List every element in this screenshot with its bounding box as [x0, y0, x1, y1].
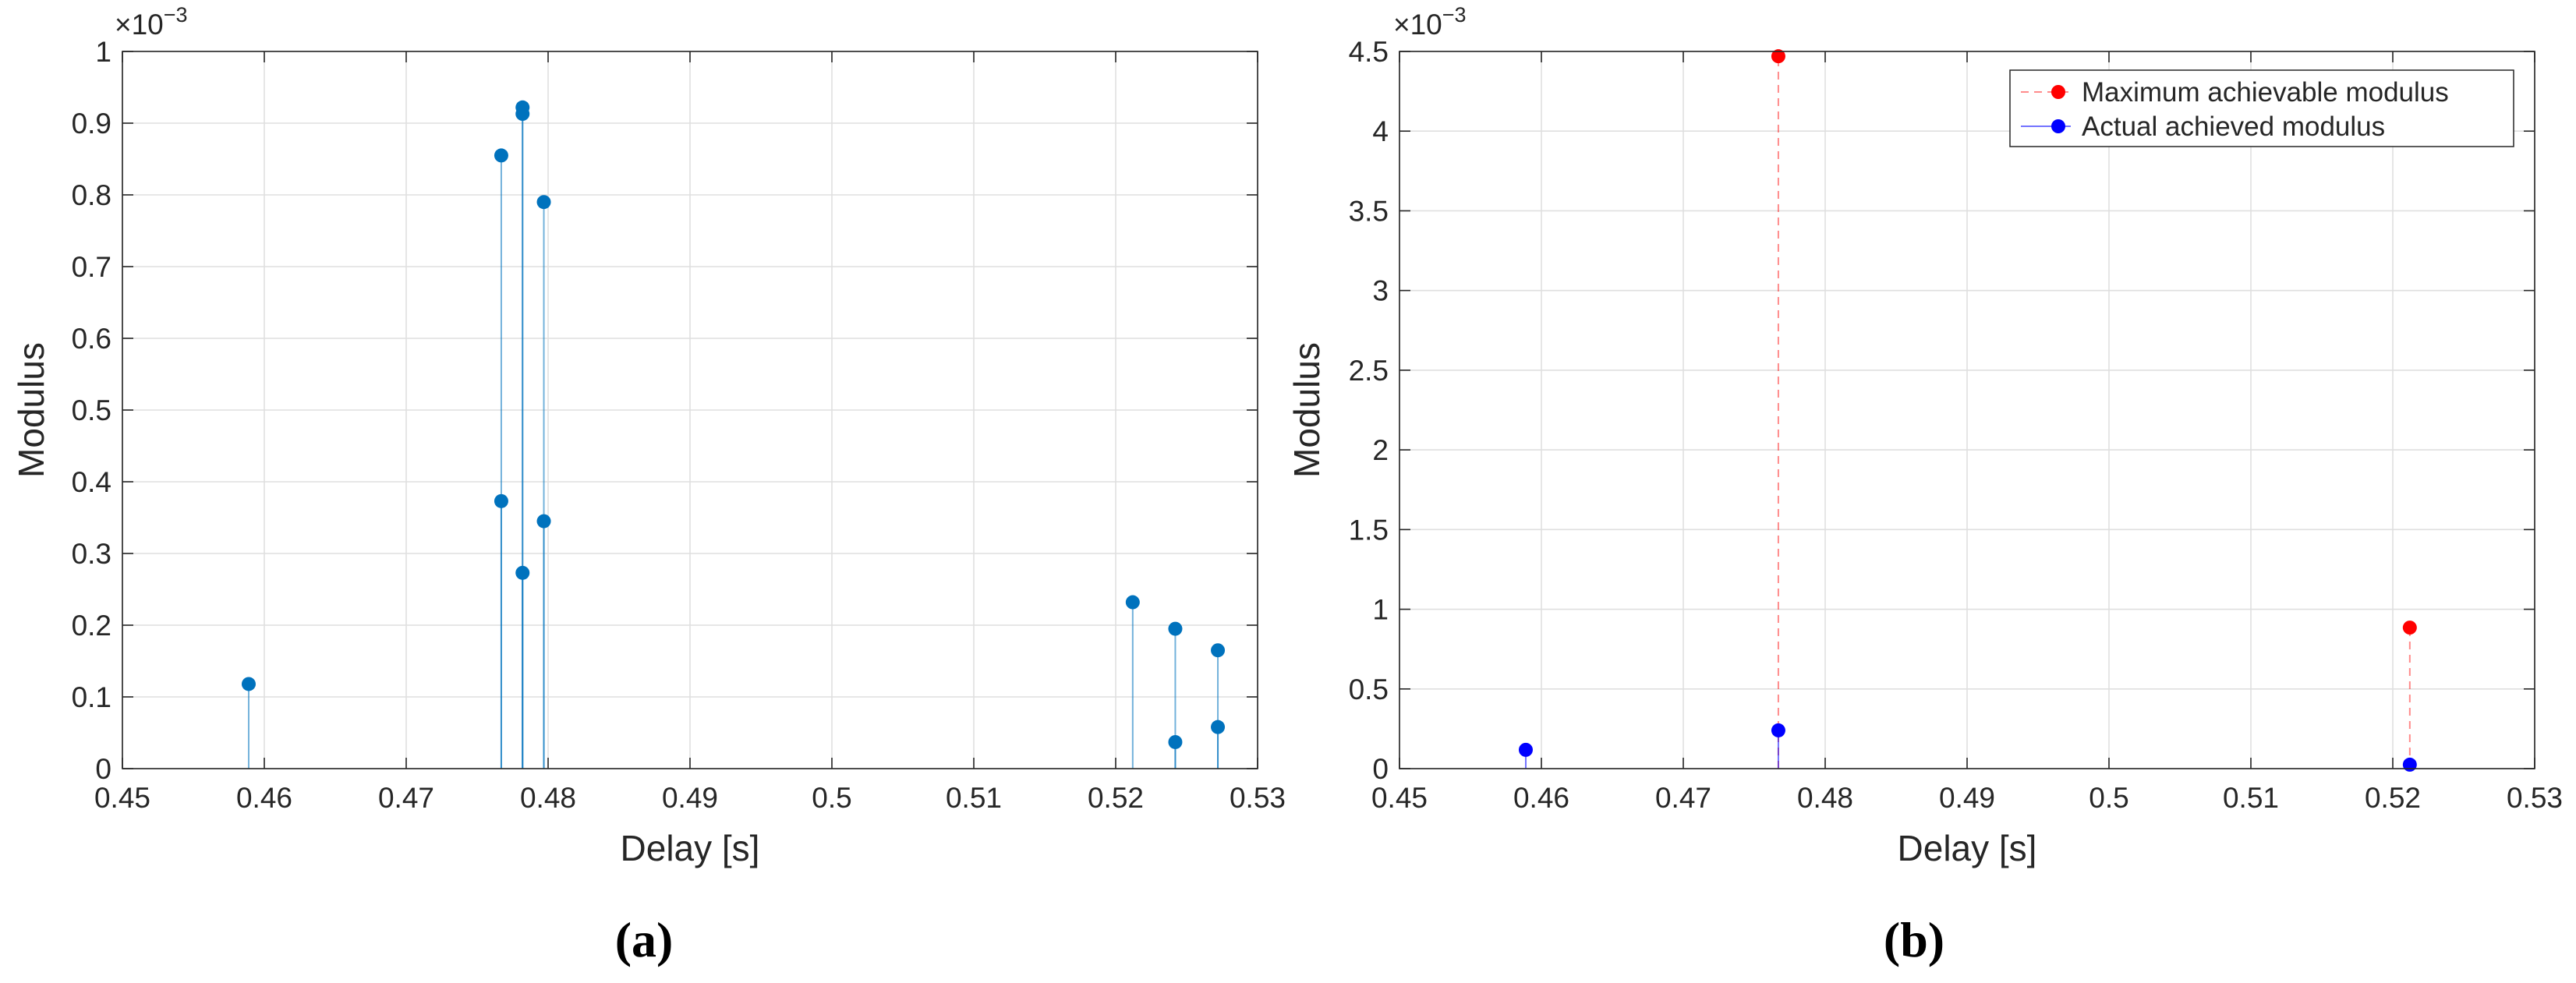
panel-a: 0.45 0.46 0.47 0.48 0.49 0.5 0.51 0.52 0.5300.10… — [11, 3, 1286, 967]
stem-marker-b-s1 — [1771, 723, 1785, 737]
x-tick-label-b: 0.5 — [2089, 782, 2128, 814]
legend-label-actual: Actual achieved modulus — [2082, 111, 2385, 142]
stem-marker-a-s0 — [536, 195, 551, 210]
x-tick-label-b: 0.49 — [1939, 782, 1995, 814]
axes-a-frame — [122, 51, 1258, 769]
x-tick-label-b: 0.45 — [1371, 782, 1428, 814]
legend-marker-actual — [2051, 119, 2065, 133]
stem-marker-a-s0 — [241, 677, 256, 691]
y-tick-label-b: 4 — [1372, 115, 1389, 147]
y-tick-label-a: 0.6 — [72, 323, 111, 355]
y-tick-label-a: 0.2 — [72, 610, 111, 642]
x-axis-label-b: Delay [s] — [1898, 828, 2037, 868]
y-tick-label-b: 2 — [1372, 434, 1389, 466]
x-tick-label-b: 0.52 — [2365, 782, 2421, 814]
stem-marker-a-s0 — [536, 514, 551, 529]
x-tick-label-a: 0.48 — [520, 782, 576, 814]
y-tick-label-b: 1 — [1372, 594, 1389, 626]
stem-marker-a-s0 — [1168, 734, 1183, 749]
x-tick-label-a: 0.47 — [378, 782, 434, 814]
x-tick-label-a: 0.46 — [236, 782, 292, 814]
x-tick-label-a: 0.5 — [812, 782, 851, 814]
x-tick-label-b: 0.47 — [1655, 782, 1711, 814]
y-tick-label-b: 0.5 — [1349, 674, 1389, 705]
y-tick-label-b: 4.5 — [1349, 36, 1389, 68]
panel-b: 0.45 0.46 0.47 0.48 0.49 0.5 0.51 0.52 0.5300.51… — [1286, 3, 2563, 967]
y-axis-label-a: Modulus — [11, 342, 51, 478]
stem-marker-a-s0 — [494, 493, 508, 508]
axes-b-frame — [1399, 51, 2535, 769]
x-tick-label-b: 0.51 — [2223, 782, 2279, 814]
stem-marker-b-s1 — [2402, 757, 2417, 772]
y-tick-label-b: 3 — [1372, 275, 1389, 307]
x-tick-label-b: 0.48 — [1797, 782, 1853, 814]
y-tick-label-a: 0 — [95, 753, 111, 785]
panel-caption-b: (b) — [1884, 912, 1944, 967]
stem-marker-b-s0 — [2402, 621, 2417, 635]
y-tick-label-b: 1.5 — [1349, 514, 1389, 546]
y-tick-label-a: 0.9 — [72, 108, 111, 140]
y-tick-label-b: 3.5 — [1349, 195, 1389, 227]
legend-label-max: Maximum achievable modulus — [2082, 77, 2449, 108]
stems-a — [241, 100, 1226, 769]
y-tick-label-a: 0.5 — [72, 394, 111, 426]
x-tick-label-a: 0.49 — [662, 782, 718, 814]
y-tick-label-a: 1 — [95, 36, 111, 68]
y-tick-label-a: 0.1 — [72, 681, 111, 713]
stem-marker-a-s0 — [494, 148, 508, 163]
stem-marker-b-s0 — [1771, 49, 1785, 64]
x-tick-label-a: 0.53 — [1230, 782, 1286, 814]
stem-marker-a-s0 — [1125, 595, 1140, 610]
tick-labels-a: 0.45 0.46 0.47 0.48 0.49 0.5 0.51 0.52 0.5300.10… — [72, 36, 1286, 814]
y-tick-label-a: 0.4 — [72, 466, 111, 498]
stem-marker-a-s0 — [1211, 720, 1226, 734]
panel-caption-a: (a) — [615, 912, 674, 967]
y-tick-label-a: 0.3 — [72, 538, 111, 570]
y-tick-label-a: 0.7 — [72, 251, 111, 283]
stem-marker-b-s1 — [1518, 742, 1533, 757]
x-tick-label-a: 0.52 — [1088, 782, 1144, 814]
y-tick-label-b: 2.5 — [1349, 355, 1389, 387]
legend-marker-max — [2051, 85, 2065, 99]
stem-marker-a-s0 — [515, 565, 530, 580]
x-tick-label-b: 0.53 — [2507, 782, 2563, 814]
legend: Maximum achievable modulus Actual achiev… — [2009, 69, 2514, 147]
stem-marker-a-s0 — [1168, 621, 1183, 636]
exponent-label-a: ×10−3 — [115, 3, 188, 41]
exponent-label-b: ×10−3 — [1393, 3, 1467, 41]
legend-box — [2009, 69, 2514, 147]
x-tick-label-b: 0.46 — [1513, 782, 1569, 814]
y-tick-label-b: 0 — [1372, 753, 1389, 785]
x-tick-label-a: 0.51 — [946, 782, 1002, 814]
stem-marker-a-s0 — [1211, 643, 1226, 658]
x-tick-label-a: 0.45 — [94, 782, 150, 814]
y-axis-label-b: Modulus — [1286, 342, 1327, 478]
tick-labels-b: 0.45 0.46 0.47 0.48 0.49 0.5 0.51 0.52 0.5300.51… — [1349, 36, 2563, 814]
y-tick-label-a: 0.8 — [72, 179, 111, 211]
stem-marker-a-s0 — [515, 107, 530, 122]
x-axis-label-a: Delay [s] — [621, 828, 760, 868]
